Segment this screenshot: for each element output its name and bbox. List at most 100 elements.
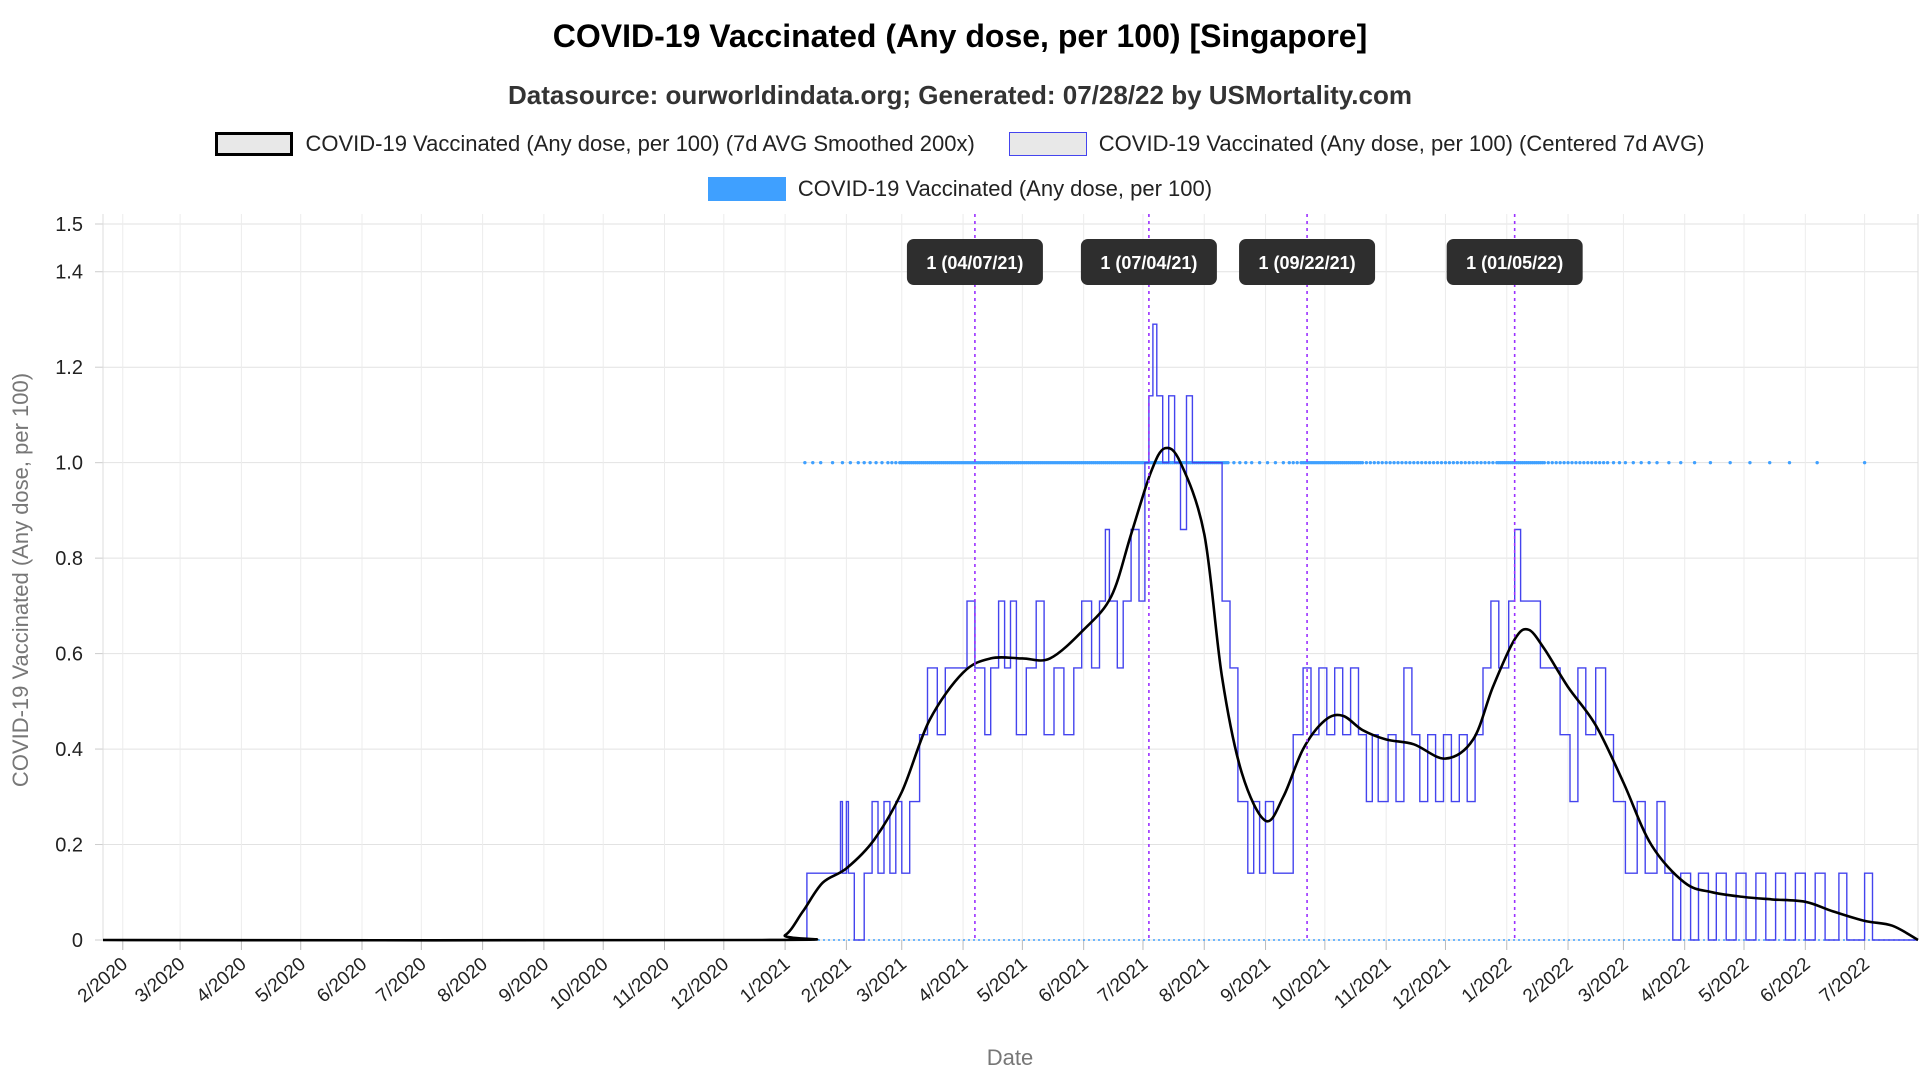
y-tick-label: 0.2 [55, 835, 83, 857]
x-tick-label: 12/2020 [667, 954, 733, 1014]
raw-data-point [1439, 460, 1444, 465]
raw-data-point [1554, 460, 1558, 465]
raw-data-point [1748, 460, 1752, 465]
raw-data-point [868, 460, 872, 465]
x-tick-label: 2/2021 [798, 954, 856, 1007]
raw-data-point [1483, 460, 1487, 465]
legend-label-raw: COVID-19 Vaccinated (Any dose, per 100) [797, 176, 1213, 201]
series-centered-7d-line [103, 323, 1918, 941]
y-tick-label: 1.0 [55, 453, 83, 475]
raw-data-point [1574, 460, 1578, 465]
legend-item-centered[interactable]: COVID-19 Vaccinated (Any dose, per 100) … [1008, 131, 1705, 157]
y-tick-label: 1.2 [55, 357, 83, 379]
raw-data-point [1232, 460, 1236, 465]
raw-data-point [1244, 460, 1248, 465]
raw-data-point [1590, 460, 1594, 465]
x-tick-label: 12/2021 [1389, 954, 1455, 1014]
raw-data-point [1679, 460, 1683, 465]
raw-data-point [1295, 460, 1299, 465]
x-tick-label: 11/2020 [609, 954, 674, 1013]
raw-data-point [1431, 460, 1436, 465]
raw-data-point [1400, 460, 1404, 465]
legend-item-raw[interactable]: COVID-19 Vaccinated (Any dose, per 100) [707, 176, 1213, 202]
x-tick-label: 6/2022 [1756, 954, 1814, 1007]
raw-data-point [1546, 460, 1550, 465]
x-tick-label: 8/2020 [434, 954, 492, 1007]
x-tick-label: 9/2020 [495, 954, 553, 1007]
raw-data-point [1451, 460, 1456, 465]
raw-data-point [1427, 460, 1432, 465]
x-tick-label: 2/2022 [1519, 954, 1577, 1007]
raw-data-point [1570, 460, 1574, 465]
y-tick-label: 0.8 [55, 548, 83, 570]
series-layer [102, 323, 1919, 942]
x-tick-label: 3/2021 [853, 954, 911, 1007]
raw-data-point [1459, 460, 1463, 465]
x-tick-label: 7/2020 [373, 954, 431, 1007]
raw-data-point [1291, 460, 1295, 465]
raw-data-point [1605, 460, 1610, 465]
x-tick-label: 3/2022 [1575, 954, 1633, 1007]
raw-data-point [1455, 460, 1460, 465]
raw-data-point [811, 460, 815, 465]
y-tick-label: 0 [72, 930, 83, 952]
raw-data-point [1257, 460, 1262, 465]
raw-data-point [880, 460, 884, 465]
y-axis-label: COVID-19 Vaccinated (Any dose, per 100) [8, 373, 33, 787]
raw-data-point [1708, 460, 1713, 465]
raw-data-point [1281, 460, 1286, 465]
raw-data-point [1692, 460, 1697, 465]
raw-data-point [1578, 460, 1582, 465]
legend-row-2: COVID-19 Vaccinated (Any dose, per 100) [0, 176, 1920, 202]
raw-data-point [1631, 460, 1635, 465]
x-tick-label: 2/2020 [74, 954, 132, 1007]
x-tick-label: 5/2020 [252, 954, 310, 1007]
series-smoothed-line [102, 446, 1919, 942]
raw-data-point [1601, 460, 1606, 465]
raw-data-point [840, 460, 845, 465]
annotation-label-box [1080, 239, 1217, 285]
x-tick-label: 5/2022 [1695, 954, 1753, 1007]
raw-data-point [1364, 460, 1369, 465]
raw-data-point [1542, 460, 1547, 465]
raw-data-point [1250, 460, 1254, 465]
raw-data-point [1447, 460, 1452, 465]
raw-data-point [1412, 460, 1416, 465]
annotation-label-box [1239, 239, 1376, 285]
annotation-label-box [906, 239, 1043, 285]
y-tick-label: 1.5 [55, 214, 83, 236]
raw-data-point [848, 460, 853, 465]
raw-data-point [1611, 460, 1616, 465]
x-tick-label: 5/2021 [974, 954, 1032, 1007]
raw-data-point [1479, 460, 1483, 465]
raw-data-point [1667, 460, 1671, 465]
raw-data-point [1408, 460, 1412, 465]
x-tick-label: 7/2021 [1094, 954, 1152, 1007]
x-axis-label: Date [987, 1045, 1033, 1070]
annotations: 1 (04/07/21) 1 (07/04/21) 1 (09/22/21) 1 (0… [906, 214, 1583, 940]
x-tick-label: 6/2021 [1035, 954, 1093, 1007]
legend-swatch-smoothed [215, 132, 294, 156]
raw-data-point [856, 460, 860, 465]
raw-data-point [1647, 460, 1651, 465]
raw-data-point [874, 460, 878, 465]
y-tick-label: 0.6 [55, 644, 83, 666]
x-tick-label: 4/2022 [1636, 954, 1694, 1007]
raw-data-point [1597, 460, 1602, 465]
annotation-label: 1 (04/07/21) [926, 253, 1023, 273]
raw-data-point [818, 460, 823, 465]
raw-data-point [890, 460, 894, 465]
raw-data-point [1617, 460, 1622, 465]
raw-data-point [1404, 460, 1408, 465]
x-tick-label: 10/2021 [1268, 954, 1334, 1014]
raw-data-point [886, 460, 890, 465]
raw-data-point [1416, 460, 1420, 465]
x-tick-label: 1/2022 [1458, 954, 1516, 1007]
x-tick-label: 1/2021 [736, 954, 794, 1007]
raw-data-point [1862, 460, 1867, 465]
raw-data-point [1360, 460, 1365, 465]
legend-item-smoothed[interactable]: COVID-19 Vaccinated (Any dose, per 100) … [215, 131, 975, 157]
raw-data-point [1550, 460, 1554, 465]
raw-data-point [1562, 460, 1566, 465]
